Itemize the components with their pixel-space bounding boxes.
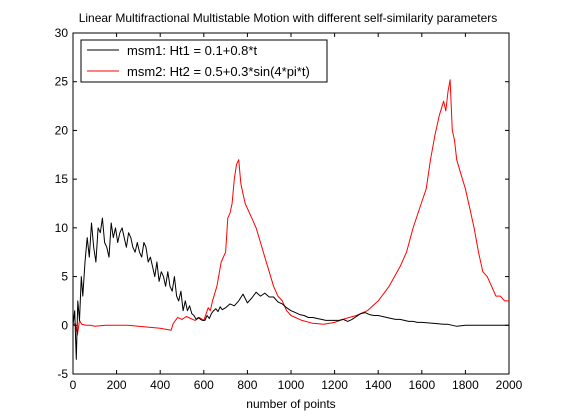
plot-area [72, 32, 510, 375]
x-tick-label: 600 [194, 378, 214, 392]
y-tick-label: -5 [57, 367, 68, 381]
series-line-msm2 [72, 79, 509, 336]
legend: msm1: Ht1 = 0.1+0.8*t msm2: Ht2 = 0.5+0.… [80, 39, 328, 83]
legend-box [80, 39, 328, 83]
series-line-msm1 [72, 217, 509, 360]
x-tick-label: 1000 [278, 378, 305, 392]
y-tick-label: 0 [61, 318, 68, 332]
y-tick-label: 30 [55, 26, 69, 40]
x-axis-label: number of points [246, 397, 335, 411]
chart-title: Linear Multifractional Multistable Motio… [79, 11, 498, 25]
y-tick-label: 5 [61, 270, 68, 284]
legend-label-msm2: msm2: Ht2 = 0.5+0.3*sin(4*pi*t) [127, 64, 310, 79]
x-tick-label: 1200 [321, 378, 348, 392]
x-tick-label: 1800 [452, 378, 479, 392]
y-tick-label: 20 [55, 123, 69, 137]
x-axis-ticks: 0 200 400 600 800 1000 1200 1400 1600 1800 2000 [70, 33, 523, 392]
y-tick-label: 10 [55, 221, 69, 235]
legend-label-msm1: msm1: Ht1 = 0.1+0.8*t [127, 43, 257, 58]
x-tick-label: 200 [107, 378, 127, 392]
x-tick-label: 2000 [496, 378, 523, 392]
y-tick-label: 25 [55, 75, 69, 89]
x-tick-label: 400 [150, 378, 170, 392]
x-tick-label: 1400 [365, 378, 392, 392]
y-tick-label: 15 [55, 172, 69, 186]
x-tick-label: 0 [70, 378, 77, 392]
x-tick-label: 1600 [408, 378, 435, 392]
y-axis-ticks: -5 0 5 10 15 20 25 30 [55, 26, 509, 381]
series-layer [72, 79, 509, 360]
x-tick-label: 800 [237, 378, 257, 392]
